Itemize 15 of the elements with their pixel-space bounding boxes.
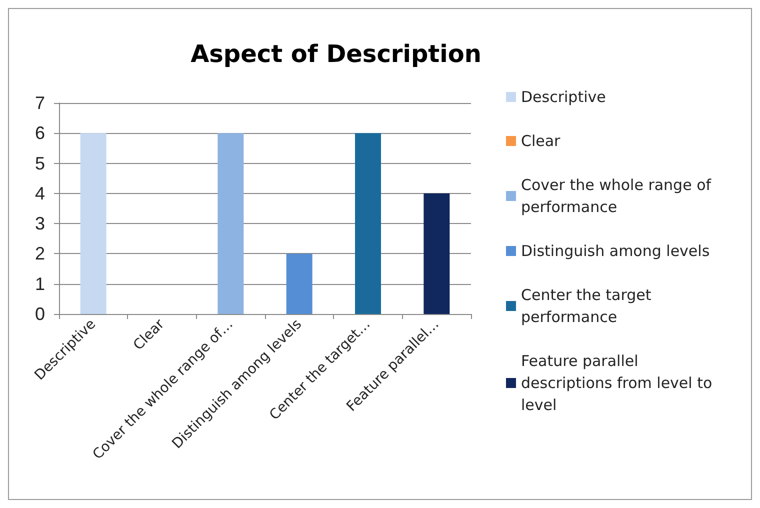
y-tick-label: 7: [34, 93, 45, 113]
legend-label: Clear: [521, 132, 562, 150]
y-tick-label: 2: [34, 244, 45, 264]
chart-title: Aspect of Description: [190, 40, 482, 68]
legend-label: Distinguish among levels: [521, 242, 710, 260]
legend-label: Feature parallel descriptions from level to level: [521, 352, 717, 414]
y-tick-label: 3: [34, 214, 45, 234]
legend-label: Center the target performance: [521, 286, 656, 326]
y-tick-label: 0: [34, 304, 45, 324]
y-tick-label: 6: [34, 123, 45, 144]
y-tick-label: 4: [34, 183, 45, 204]
y-tick-label: 5: [34, 153, 45, 174]
legend-label: Cover the whole range of performance: [521, 176, 716, 216]
legend-label: Descriptive: [521, 88, 606, 106]
y-tick-label: 1: [34, 274, 45, 294]
